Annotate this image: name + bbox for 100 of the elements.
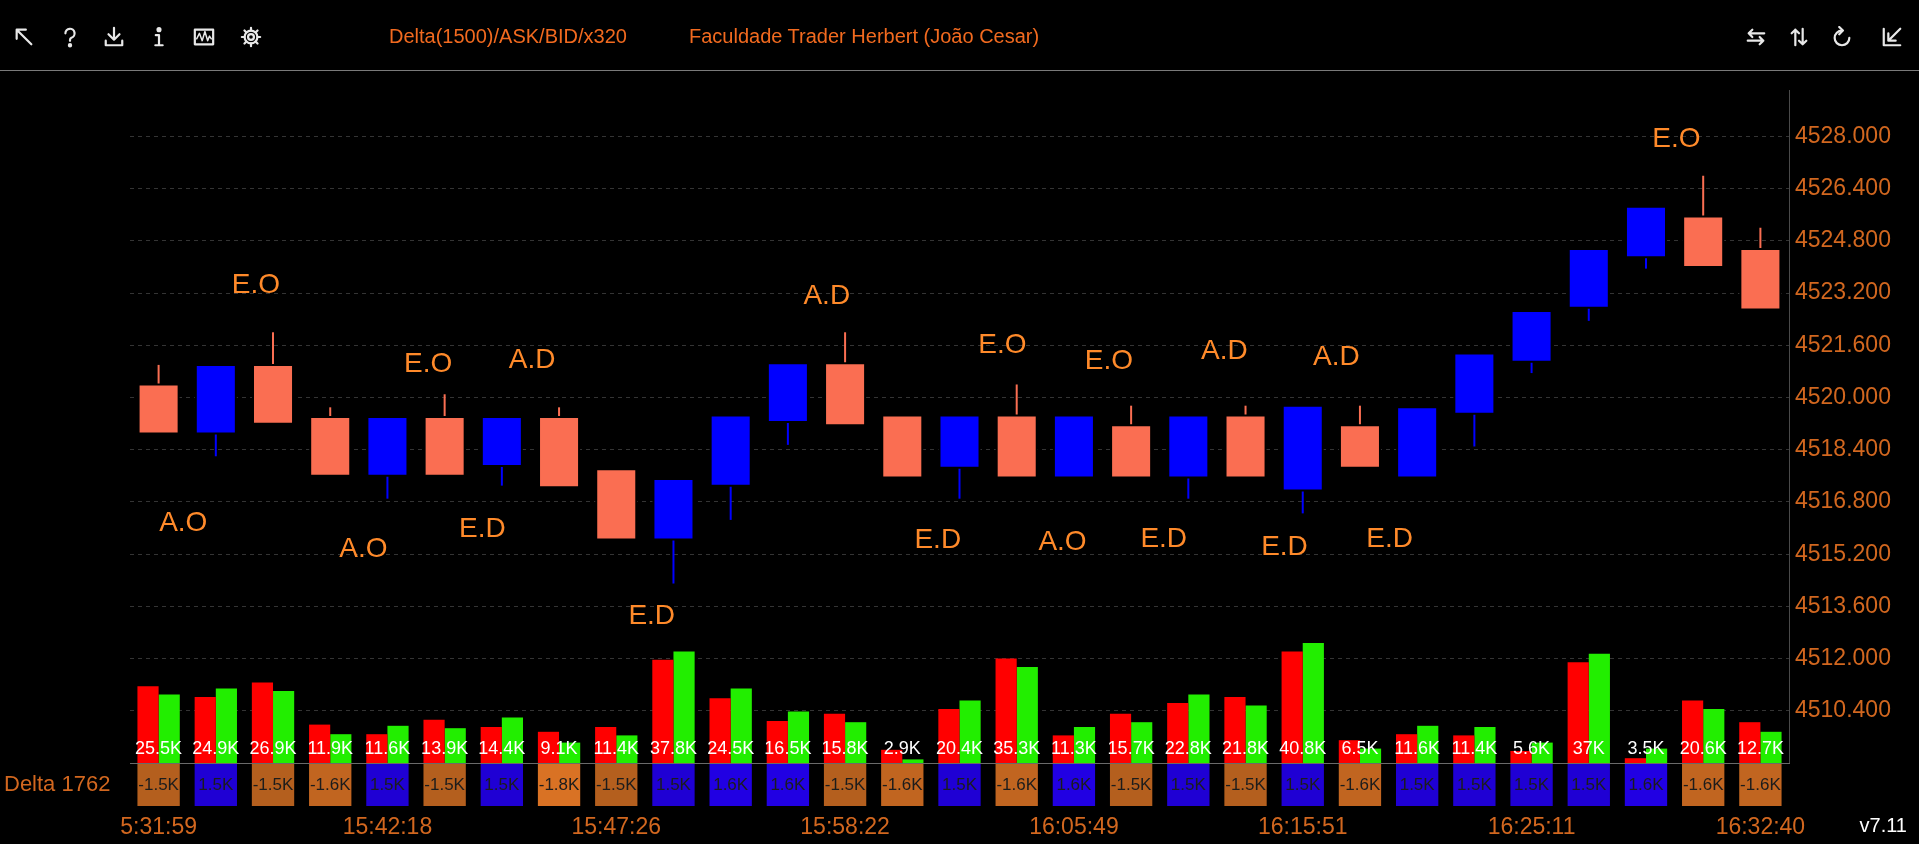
annotation: 11.4K	[593, 737, 640, 758]
data-label: 1.5K	[1456, 774, 1493, 794]
annotation: A.D	[1201, 333, 1248, 365]
annotation: E.D	[1261, 529, 1308, 561]
annotation: 13.9K	[421, 737, 469, 758]
annotation: A.O	[159, 505, 208, 537]
y-tick-label: 4520.000	[1795, 382, 1891, 409]
annotation: 15.7K	[1107, 737, 1155, 758]
annotation: 37.8K	[649, 737, 697, 758]
annotation: E.O	[231, 268, 281, 300]
data-label: 1.5K	[1399, 774, 1436, 794]
annotation: 2.9K	[883, 737, 921, 758]
annotation: 6.5K	[1341, 737, 1379, 758]
annotation: 11.4K	[1451, 737, 1498, 758]
annotation: E.D	[628, 599, 676, 631]
x-tick-label: 16:05:49	[1029, 813, 1119, 840]
annotation: 15.8K	[821, 737, 869, 758]
data-label: -1.6K	[309, 774, 352, 794]
data-label: 1.5K	[198, 774, 234, 794]
y-tick-label: 4528.000	[1795, 121, 1891, 148]
data-label: 1.5K	[1285, 774, 1321, 794]
annotation: 26.9K	[249, 737, 297, 758]
annotation: 11.6K	[364, 737, 411, 758]
data-label: 1.5K	[942, 774, 978, 794]
data-label: -1.5K	[138, 774, 180, 794]
annotation: 12.7K	[1736, 737, 1784, 758]
data-label: -1.6K	[996, 774, 1038, 794]
data-label: 1.5K	[1571, 774, 1607, 794]
annotation: 11.6K	[1394, 737, 1441, 758]
y-tick-label: 4510.400	[1795, 696, 1891, 723]
annotation: A.O	[1038, 525, 1087, 557]
annotation: A.D	[508, 343, 556, 375]
y-tick-label: 4521.600	[1795, 330, 1891, 357]
y-tick-label: 4513.600	[1795, 591, 1891, 618]
annotation: A.O	[339, 531, 388, 563]
x-tick-label: 15:42:18	[342, 813, 433, 840]
annotation: 24.5K	[707, 737, 755, 758]
annotation: 35.3K	[993, 737, 1041, 758]
annotation: A.D	[1313, 339, 1360, 371]
data-label: -1.6K	[881, 774, 924, 794]
data-label: -1.5K	[252, 774, 294, 794]
data-label: 1.5K	[655, 774, 692, 794]
x-tick-label: 5:31:59	[120, 813, 197, 840]
annotation: E.O	[404, 347, 453, 379]
x-tick-label: 16:32:40	[1715, 813, 1806, 840]
x-tick-label: 16:15:51	[1257, 813, 1348, 840]
annotation: E.O	[1652, 121, 1701, 153]
annotation: 11.9K	[307, 737, 354, 758]
annotation: 21.8K	[1222, 737, 1270, 758]
y-tick-label: 4523.200	[1795, 278, 1891, 305]
y-tick-label: 4516.800	[1795, 487, 1891, 514]
data-label: 1.5K	[369, 774, 406, 794]
y-tick-label: 4518.400	[1795, 435, 1891, 462]
data-label: 1.5K	[1514, 774, 1550, 794]
annotation: 14.4K	[478, 737, 526, 758]
annotation: 3.5K	[1627, 737, 1665, 758]
annotation: 40.8K	[1279, 737, 1327, 758]
data-label: -1.5K	[1225, 774, 1267, 794]
chart-title: Delta(1500)/ASK/BID/x320	[389, 25, 627, 48]
text: v7.11	[1859, 813, 1907, 836]
annotation: E.O	[978, 327, 1027, 359]
data-label: -1.5K	[424, 774, 466, 794]
annotation: 9.1K	[540, 737, 578, 758]
annotation: 20.6K	[1679, 737, 1727, 758]
data-label: 1.5K	[484, 774, 520, 794]
y-tick-label: 4515.200	[1795, 539, 1891, 566]
annotation: A.D	[803, 278, 851, 310]
chart-subtitle: Faculdade Trader Herbert (João Cesar)	[689, 25, 1040, 48]
data-label: -1.8K	[538, 774, 581, 794]
data-label: -1.6K	[1740, 774, 1782, 794]
annotation: E.D	[459, 511, 506, 543]
data-label: -1.5K	[595, 774, 638, 794]
data-label: 1.6K	[713, 774, 749, 794]
y-tick-label: 4524.800	[1795, 226, 1891, 253]
bar	[902, 759, 924, 763]
annotation: 24.9K	[192, 737, 240, 758]
x-tick-label: 16:25:11	[1487, 813, 1576, 840]
data-label: 1.5K	[1170, 774, 1207, 794]
annotation: 22.8K	[1164, 737, 1212, 758]
data-label: 1.6K	[1056, 774, 1093, 794]
data-label: 1.6K	[1628, 774, 1665, 794]
annotation: 25.5K	[135, 737, 183, 758]
y-tick-label: 4526.400	[1795, 174, 1891, 201]
data-label: -1.6K	[1339, 774, 1381, 794]
x-tick-label: 15:47:26	[571, 813, 662, 840]
annotation: E.O	[1084, 344, 1133, 376]
data-label: -1.5K	[1110, 774, 1153, 794]
annotation: 37K	[1572, 737, 1605, 758]
annotation: E.D	[1366, 521, 1414, 553]
y-tick-label: Delta 1762	[4, 771, 111, 797]
annotation: 11.3K	[1051, 737, 1097, 758]
data-label: 1.6K	[770, 774, 807, 794]
annotation: E.D	[1140, 521, 1188, 553]
x-tick-label: 15:58:22	[800, 813, 890, 840]
y-tick-label: 4512.000	[1795, 643, 1891, 670]
bar	[1624, 758, 1646, 763]
annotation: 16.5K	[764, 737, 812, 758]
data-label: -1.6K	[1682, 774, 1725, 794]
data-label: -1.5K	[824, 774, 867, 794]
annotation: E.D	[914, 523, 962, 555]
